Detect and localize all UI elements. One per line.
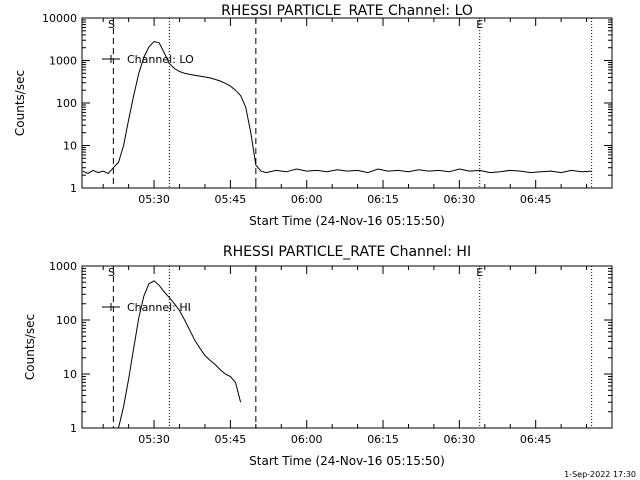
start-marker: S [108,18,115,31]
y-axis-label: Counts/sec [13,70,27,136]
series-line-hi [118,280,242,429]
series-line-lo [82,40,592,175]
plot-frame [81,17,613,189]
y-tick-label: 100 [56,97,77,110]
legend-label: Channel: LO [127,53,194,66]
x-tick-label: 06:30 [444,433,476,446]
y-axis-label: Counts/sec [23,314,37,380]
x-tick-label: 05:45 [215,193,247,206]
x-axis-label: Start Time (24-Nov-16 05:15:50) [249,454,445,468]
x-tick-label: 06:45 [520,433,552,446]
x-tick-label: 06:15 [367,433,399,446]
x-tick-label: 05:30 [138,193,170,206]
y-tick-label: 1 [70,422,77,435]
panel-hi: RHESSI PARTICLE_RATE Channel: HI Counts/s… [23,244,613,468]
x-tick-label: 06:00 [291,433,323,446]
y-tick-label: 100 [56,314,77,327]
x-tick-label: 06:15 [367,193,399,206]
y-tick-label: 1 [70,182,77,195]
y-tick-label: 10 [63,140,77,153]
y-tick-label: 10 [63,368,77,381]
panel-lo: RHESSI PARTICLE_RATE Channel: LO Counts/s… [13,3,613,228]
chart-title: RHESSI PARTICLE_RATE Channel: HI [223,244,471,260]
x-tick-label: 05:30 [138,433,170,446]
x-tick-label: 06:00 [291,193,323,206]
y-tick-label: 10000 [42,12,77,25]
x-tick-label: 05:45 [215,433,247,446]
plot-frame [81,265,613,429]
legend-label: Channel: HI [127,301,191,314]
x-axis-label: Start Time (24-Nov-16 05:15:50) [249,214,445,228]
y-tick-label: 1000 [49,260,77,273]
x-tick-label: 06:30 [444,193,476,206]
end-marker: E [476,18,483,31]
footer-timestamp: 1-Sep-2022 17:30 [564,470,636,479]
x-tick-label: 06:45 [520,193,552,206]
start-marker: S [108,266,115,279]
end-marker: E [476,266,483,279]
y-tick-label: 1000 [49,55,77,68]
chart-title: RHESSI PARTICLE_RATE Channel: LO [221,3,473,19]
